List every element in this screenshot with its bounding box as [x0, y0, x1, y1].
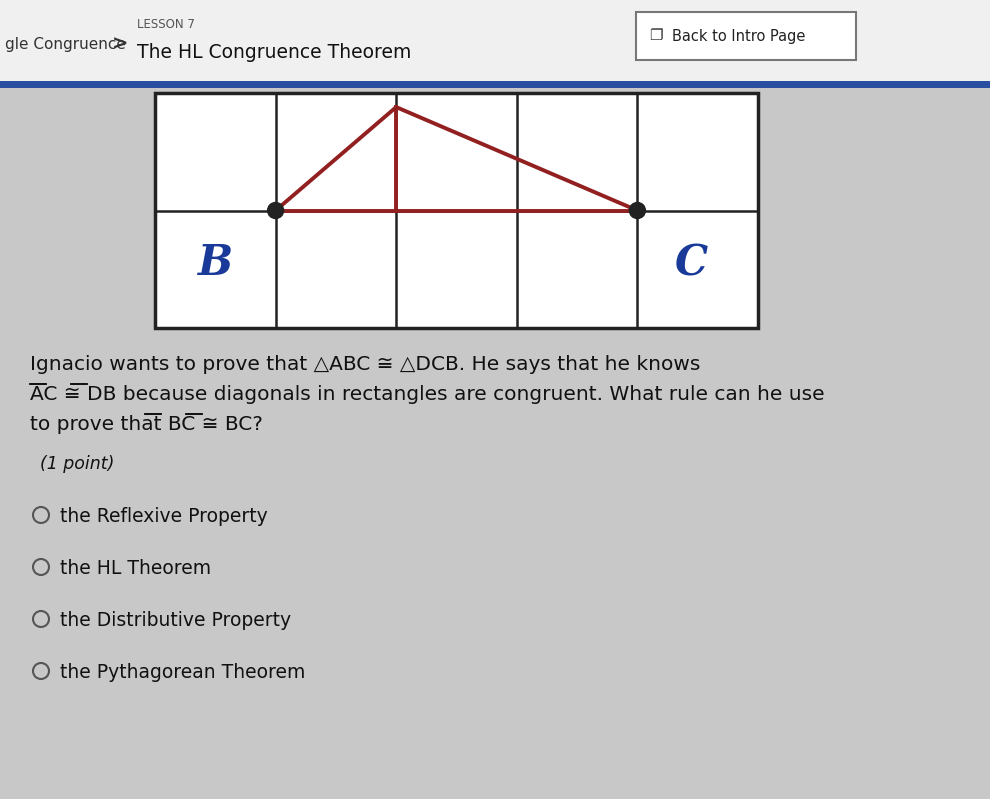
Text: gle Congruence: gle Congruence [5, 37, 126, 51]
Bar [0, 0, 990, 88]
Text: the HL Theorem: the HL Theorem [60, 559, 211, 578]
Text: The HL Congruence Theorem: The HL Congruence Theorem [137, 42, 412, 62]
Text: (1 point): (1 point) [40, 455, 115, 473]
Text: the Distributive Property: the Distributive Property [60, 611, 291, 630]
FancyBboxPatch shape [636, 12, 856, 60]
Circle shape [630, 202, 645, 218]
Text: AC ≅ DB because diagonals in rectangles are congruent. What rule can he use: AC ≅ DB because diagonals in rectangles … [30, 385, 825, 404]
Text: ❐: ❐ [649, 29, 663, 43]
Text: to prove that BC ≅ BC?: to prove that BC ≅ BC? [30, 415, 263, 434]
Text: the Reflexive Property: the Reflexive Property [60, 507, 267, 526]
Text: the Pythagorean Theorem: the Pythagorean Theorem [60, 663, 305, 682]
Text: >: > [112, 34, 129, 54]
Circle shape [267, 202, 283, 218]
Text: LESSON 7: LESSON 7 [137, 18, 195, 31]
Text: C: C [675, 242, 708, 284]
Text: B: B [198, 242, 233, 284]
Bar [155, 93, 758, 328]
Bar [0, 81, 990, 88]
Text: Back to Intro Page: Back to Intro Page [672, 29, 806, 43]
Text: Ignacio wants to prove that △ABC ≅ △DCB. He says that he knows: Ignacio wants to prove that △ABC ≅ △DCB.… [30, 355, 700, 374]
